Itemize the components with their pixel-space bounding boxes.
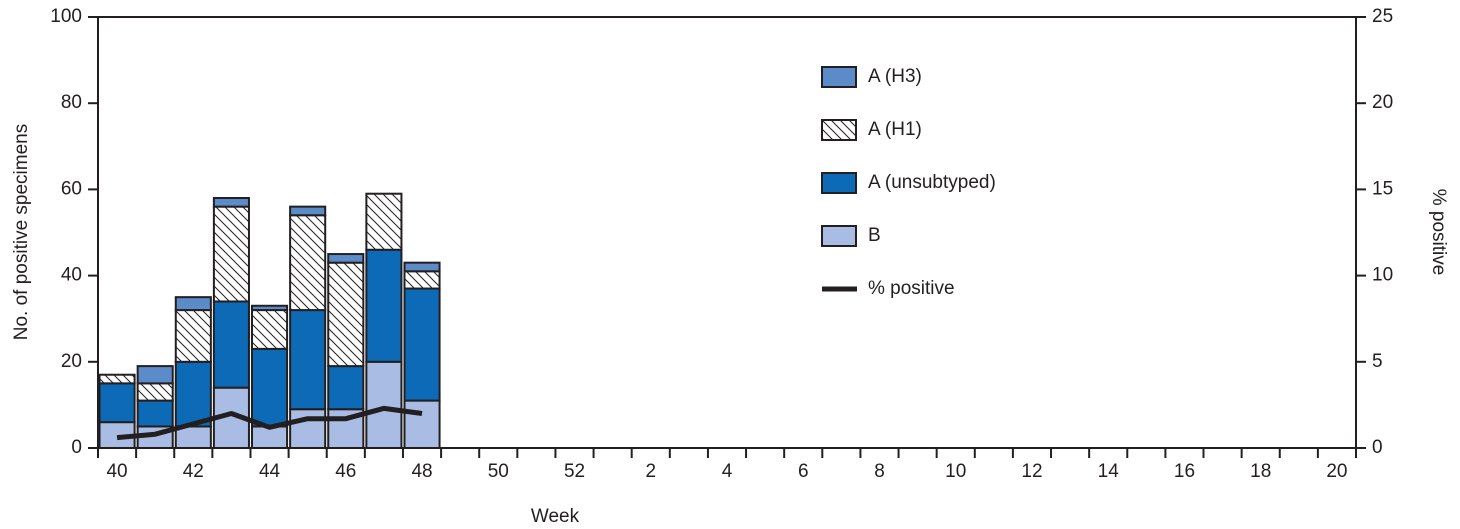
bar-segment [327, 261, 365, 368]
bar-segment [365, 248, 403, 363]
bar-segment [136, 382, 174, 402]
bar-segment [174, 296, 212, 312]
y2-tick-label: 5 [1372, 351, 1383, 372]
x-tick-label: 44 [259, 461, 281, 482]
x-tick-label: 14 [1098, 461, 1120, 482]
plot-frame [97, 16, 1357, 449]
x-tick-label: 48 [411, 461, 432, 482]
bar-segment [327, 253, 365, 264]
bar-segment [327, 365, 365, 411]
y2-tick-label: 0 [1372, 437, 1383, 458]
legend-swatch [821, 225, 857, 247]
y-tick-label: 80 [61, 92, 82, 113]
bar-segment [289, 309, 327, 411]
legend-label: A (H3) [868, 66, 922, 87]
x-tick-label: 50 [488, 461, 509, 482]
x-tick-label: 4 [722, 461, 733, 482]
x-tick-label: 40 [106, 461, 127, 482]
bar-segment [174, 309, 212, 363]
bar-segment [136, 399, 174, 428]
bar-segment [403, 287, 441, 402]
bar-segment [365, 192, 403, 251]
legend-swatch [821, 119, 857, 141]
x-tick-label: 52 [564, 461, 585, 482]
bar-segment [212, 205, 250, 303]
y2-tick-label: 25 [1372, 6, 1393, 27]
bar-segment [251, 309, 289, 350]
legend-label: B [868, 225, 881, 246]
bar-segment [403, 399, 441, 449]
bar-segment [136, 365, 174, 385]
y2-tick-label: 15 [1372, 178, 1393, 199]
x-tick-label: 2 [645, 461, 656, 482]
x-tick-label: 42 [183, 461, 204, 482]
x-axis-label: Week [531, 506, 580, 527]
x-tick-label: 18 [1250, 461, 1271, 482]
x-tick-label: 46 [335, 461, 356, 482]
y-tick-label: 60 [61, 178, 82, 199]
line [116, 405, 423, 441]
y-axis-label: No. of positive specimens [11, 124, 32, 341]
x-tick-label: 6 [798, 461, 809, 482]
legend-swatch [821, 66, 857, 88]
y-tick-label: 0 [71, 437, 82, 458]
bar-segment [403, 270, 441, 290]
legend-label: A (unsubtyped) [868, 172, 996, 193]
x-tick-label: 8 [874, 461, 885, 482]
y2-tick-label: 20 [1372, 92, 1393, 113]
bar-segment [403, 261, 441, 273]
x-tick-label: 10 [945, 461, 966, 482]
bar-segment [212, 197, 250, 208]
legend-swatch [821, 172, 857, 194]
bar-segment [251, 304, 289, 312]
bar-segment [365, 360, 403, 449]
bar-segment [174, 360, 212, 428]
bar-segment [289, 205, 327, 217]
legend-label: % positive [868, 278, 955, 299]
y-tick-label: 40 [61, 265, 82, 286]
y-tick-label: 20 [61, 351, 82, 372]
x-tick-label: 16 [1174, 461, 1195, 482]
legend-label: A (H1) [868, 119, 922, 140]
bar-segment [289, 408, 327, 449]
x-tick-label: 20 [1326, 461, 1347, 482]
bar-segment [251, 347, 289, 428]
y2-tick-label: 10 [1372, 265, 1393, 286]
bar-segment [98, 373, 136, 385]
x-tick-label: 12 [1021, 461, 1042, 482]
y-tick-label: 100 [50, 6, 82, 27]
bar-segment [98, 382, 136, 424]
y2-axis-label: % positive [1428, 189, 1449, 276]
bar-segment [289, 214, 327, 312]
bar-segment [212, 300, 250, 389]
